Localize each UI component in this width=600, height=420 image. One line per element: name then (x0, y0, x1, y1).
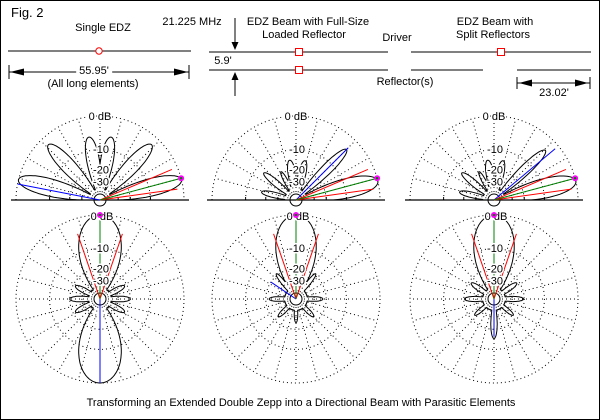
ring-label: -20 (487, 263, 503, 275)
elevation-pattern-single-edz: 0 dB -10 -20-30 (11, 110, 189, 207)
ring-label: -10 (93, 243, 109, 255)
elevation-pattern-loaded-reflector: 0 dB -10 -20-30 (207, 110, 385, 207)
config2-title-line1: EDZ Beam with Full-Size (246, 16, 370, 28)
azimuth-pattern-loaded-reflector: 0 dB-10-20-30 (211, 210, 381, 384)
edz-length-dimension: 55.95' (76, 65, 112, 77)
ring-label: -10 (487, 243, 503, 255)
reflector-wire-label: Reflector(s) (376, 76, 434, 88)
ring-label: -30 (487, 176, 503, 188)
ring-label: 0 dB (89, 111, 112, 123)
ring-label: -20 (93, 164, 109, 176)
elevation-pattern-split-reflectors: 0 dB -10 -20-30 (405, 110, 583, 207)
ring-label: -20 (289, 263, 305, 275)
ring-label: -20 (289, 164, 305, 176)
figure-caption: Transforming an Extended Double Zepp int… (86, 397, 516, 409)
ring-label: -10 (289, 243, 305, 255)
split-reflector-dimension: 23.02' (539, 87, 569, 99)
ring-label: -30 (289, 176, 305, 188)
ring-label: 0 dB (483, 111, 506, 123)
config3-title-line1: EDZ Beam with (456, 16, 534, 28)
frequency-label: 21.225 MHz (162, 16, 222, 28)
figure-number: Fig. 2 (11, 5, 44, 20)
ring-label: -30 (93, 176, 109, 188)
edz-length-note: (All long elements) (47, 78, 139, 90)
ring-label: -20 (93, 263, 109, 275)
ring-label: -30 (93, 275, 109, 287)
ring-label: -30 (289, 275, 305, 287)
driver-wire-label: Driver (382, 32, 412, 44)
azimuth-pattern-split-reflectors: 0 dB-10-20-30 (409, 210, 579, 384)
ring-label: -10 (93, 144, 109, 156)
ring-label: -30 (487, 275, 503, 287)
azimuth-pattern-single-edz: 0 dB-10-20-30 (15, 210, 185, 384)
ring-label: 0 dB (285, 111, 308, 123)
config3-title-line2: Split Reflectors (456, 29, 530, 41)
ring-label: -10 (289, 144, 305, 156)
ring-label: -10 (487, 144, 503, 156)
config2-title-line2: Loaded Reflector (262, 29, 346, 41)
element-spacing-dimension: 5.9' (214, 55, 232, 67)
ring-label: -20 (487, 164, 503, 176)
config1-title: Single EDZ (75, 22, 131, 34)
